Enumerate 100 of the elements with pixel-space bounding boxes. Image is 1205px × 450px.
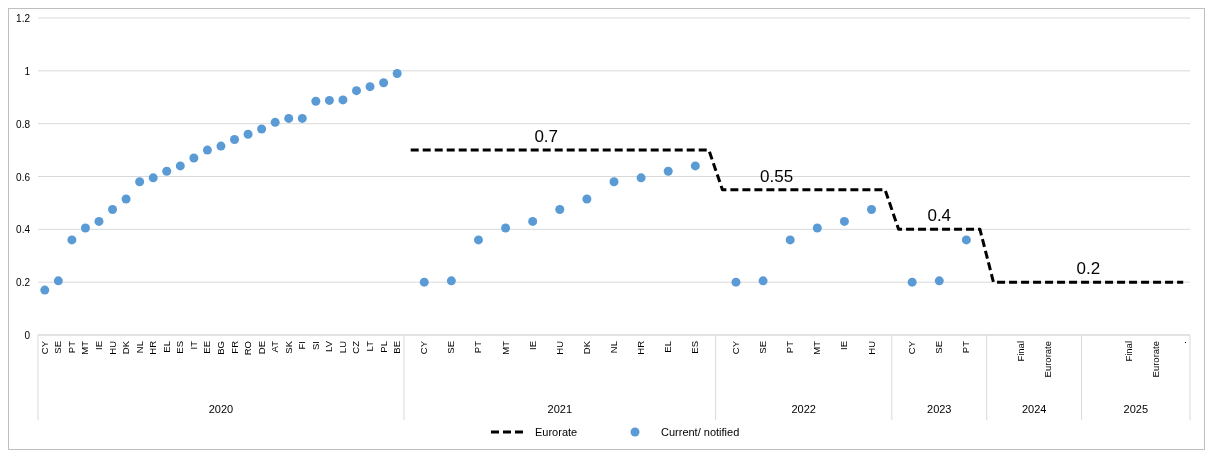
text: 2021 [547,403,573,415]
point [270,117,280,127]
x-tick-label: PL [377,341,389,353]
data-label: 0.2 [1076,259,1101,279]
point [934,276,944,286]
x-tick-label: LV [323,340,335,352]
text: 2025 [1123,403,1149,415]
legend-label: Current/ notified [661,426,740,438]
x-tick-label: CY [729,340,741,355]
point [243,129,253,139]
x-tick-label: CZ [350,340,362,354]
x-tick-label: FI [296,341,308,350]
line-series [409,148,1185,284]
point [67,235,77,245]
x-tick-label: CY [38,340,50,355]
point [365,82,375,92]
point [162,166,172,176]
x-tick-label: ES [689,341,701,354]
x-tick-label: LT [364,340,376,352]
x-tick-label: RO [242,341,254,356]
point [907,277,917,287]
point [202,145,212,155]
x-tick-label: ES [174,341,186,354]
point [839,216,849,226]
text: 2023 [927,403,952,415]
point [501,223,511,233]
x-tick-label: IE [526,341,538,350]
x-tick-label: HU [865,340,877,355]
x-tick-label: IE [838,341,850,350]
point [40,285,50,295]
text: 2022 [791,403,816,415]
point [379,78,389,88]
point [175,161,185,171]
legend-label: Eurorate [535,426,578,438]
point [731,277,741,287]
point [812,223,822,233]
x-tick-label: SI [309,341,321,350]
point [284,113,294,123]
point [311,96,321,106]
point [473,235,483,245]
x-tick-label: BE [391,341,403,354]
x-tick-label: NL [133,341,145,354]
y-tick-label: 0.2 [16,277,31,289]
y-tick-label: 0.4 [16,224,31,236]
point [758,276,768,286]
x-tick-label: HR [635,340,647,355]
x-tick-label: Eurorate [1041,341,1053,378]
y-tick-label: 0 [24,330,31,341]
x-tick-label: MT [811,340,823,355]
point [419,277,429,287]
x-tick-label: PT [784,340,796,354]
x-tick-label: FR [228,340,240,354]
point [230,135,240,145]
x-tick-label: CY [418,340,430,355]
point [189,153,199,163]
point [785,235,795,245]
x-tick-label: SE [445,341,457,354]
y-tick-label: 0.8 [16,118,31,130]
point [961,235,971,245]
x-tick-label: . [1177,341,1189,344]
x-tick-label: PT [472,340,484,354]
x-tick-label: BG [214,341,226,355]
x-tick-label: EE [201,341,213,354]
point [108,205,118,215]
x-tick-label: IT [187,340,199,350]
point [216,141,226,151]
x-tick-label: SE [757,341,769,354]
point [135,177,145,187]
text: 2024 [1021,403,1047,415]
point [690,161,700,171]
x-tick-label: SE [52,341,64,354]
x-tick-label: NL [608,341,619,354]
point [148,173,158,183]
y-tick-label: 1.2 [16,13,31,24]
data-label: 0.7 [534,127,559,147]
x-tick-label: HR [147,340,159,355]
x-tick-label: HU [106,340,118,355]
x-tick-label: PT [65,340,77,354]
data-label: 0.55 [760,166,794,186]
x-tick-label: Final [1123,341,1135,362]
point [351,86,361,96]
point [636,173,646,183]
point [609,177,619,187]
y-tick-label: 1 [24,65,31,77]
x-tick-label: CY [906,340,918,355]
point [53,276,63,286]
data-label: 0.4 [927,206,952,226]
x-tick-label: SK [282,340,294,354]
point [392,68,402,78]
point [297,113,307,123]
point [528,216,538,226]
x-tick-label: MT [499,340,511,355]
x-tick-label: DK [580,340,592,355]
x-tick-label: Final [1014,341,1026,362]
x-tick-label: Eurorate [1150,341,1162,378]
x-tick-label: EL [662,341,674,353]
x-tick-label: PT [960,340,972,354]
point [867,205,877,215]
x-tick-label: IE [92,341,104,350]
x-tick-label: SE [933,341,945,354]
